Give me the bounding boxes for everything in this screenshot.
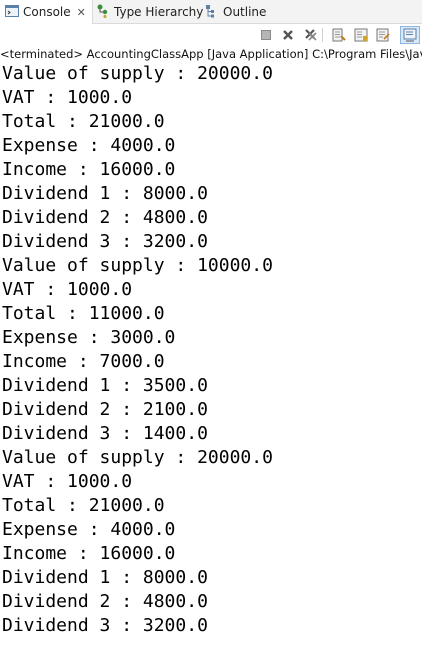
tab-outline[interactable]: Outline [205, 0, 266, 24]
scroll-lock-icon[interactable] [353, 27, 369, 43]
console-line: Dividend 1 : 3500.0 [2, 375, 208, 396]
console-line: Expense : 3000.0 [2, 327, 176, 348]
tab-type-hierarchy[interactable]: Type Hierarchy [96, 0, 203, 24]
outline-icon [205, 4, 219, 21]
console-line: Value of supply : 10000.0 [2, 255, 273, 276]
console-line: VAT : 1000.0 [2, 87, 133, 108]
console-line: Dividend 2 : 4800.0 [2, 591, 208, 612]
console-output[interactable]: Value of supply : 20000.0 VAT : 1000.0 Tot… [2, 62, 422, 662]
console-line: Value of supply : 20000.0 [2, 447, 273, 468]
console-line: Total : 21000.0 [2, 495, 165, 516]
remove-all-terminated-icon[interactable] [302, 27, 318, 43]
console-line: Dividend 1 : 8000.0 [2, 183, 208, 204]
console-line: VAT : 1000.0 [2, 471, 133, 492]
console-line: Dividend 3 : 3200.0 [2, 615, 208, 636]
console-line: Dividend 3 : 3200.0 [2, 231, 208, 252]
console-line: Income : 16000.0 [2, 543, 176, 564]
console-line: Value of supply : 20000.0 [2, 63, 273, 84]
view-tab-bar: Console ✕ Type Hierarchy Outline [0, 0, 422, 24]
console-line: Dividend 3 : 1400.0 [2, 423, 208, 444]
console-line: Dividend 2 : 2100.0 [2, 399, 208, 420]
pin-console-icon[interactable] [400, 26, 420, 44]
console-icon [5, 4, 19, 20]
console-line: Dividend 2 : 4800.0 [2, 207, 208, 228]
console-line: Expense : 4000.0 [2, 519, 176, 540]
tab-label: Outline [223, 5, 267, 19]
tab-console[interactable]: Console ✕ [0, 0, 93, 24]
toolbar-separator [322, 28, 323, 42]
type-hierarchy-icon [96, 4, 110, 21]
tab-label: Console [23, 5, 71, 19]
console-line: Income : 7000.0 [2, 351, 165, 372]
clear-console-icon[interactable] [331, 27, 347, 43]
console-line: Total : 11000.0 [2, 303, 165, 324]
word-wrap-icon[interactable] [375, 27, 391, 43]
console-line: Total : 21000.0 [2, 111, 165, 132]
terminate-icon[interactable] [258, 27, 274, 43]
console-line: VAT : 1000.0 [2, 279, 133, 300]
remove-launch-icon[interactable] [280, 27, 296, 43]
launch-status: <terminated> AccountingClassApp [Java Ap… [0, 47, 422, 61]
tab-label: Type Hierarchy [114, 5, 204, 19]
console-line: Income : 16000.0 [2, 159, 176, 180]
close-icon[interactable]: ✕ [76, 5, 86, 19]
console-line: Dividend 1 : 8000.0 [2, 567, 208, 588]
console-line: Expense : 4000.0 [2, 135, 176, 156]
console-toolbar [0, 24, 422, 46]
